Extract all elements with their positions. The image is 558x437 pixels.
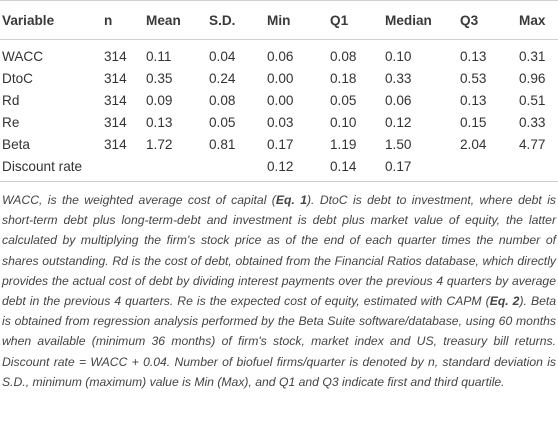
table-row: Rd 314 0.09 0.08 0.00 0.05 0.06 0.13 0.5… — [0, 89, 558, 111]
cell-q3 — [460, 155, 519, 182]
cell-median: 0.12 — [385, 114, 412, 130]
cell-n: 314 — [104, 136, 127, 152]
cell-variable: Re — [2, 114, 20, 130]
cell-variable: DtoC — [2, 70, 33, 86]
table-row: DtoC 314 0.35 0.24 0.00 0.18 0.33 0.53 0… — [0, 67, 558, 89]
cell-sd: 0.08 — [209, 92, 236, 108]
cell-min: 0.17 — [267, 136, 294, 152]
header-q3: Q3 — [460, 0, 519, 40]
cell-q3: 0.53 — [460, 70, 487, 86]
cell-n: 314 — [104, 48, 127, 64]
cell-n: 314 — [104, 70, 127, 86]
cell-max: 0.96 — [519, 70, 546, 86]
header-max: Max — [519, 0, 558, 40]
cell-sd: 0.05 — [209, 114, 236, 130]
cell-min: 0.03 — [267, 114, 294, 130]
cell-q1: 0.10 — [330, 114, 357, 130]
cell-mean: 1.72 — [146, 136, 173, 152]
cell-min: 0.00 — [267, 92, 294, 108]
header-q1: Q1 — [330, 0, 385, 40]
cell-min: 0.06 — [267, 48, 294, 64]
cell-q1: 0.05 — [330, 92, 357, 108]
cell-mean: 0.13 — [146, 114, 173, 130]
cell-median: 0.10 — [385, 48, 412, 64]
equation-2-link[interactable]: Eq. 2 — [489, 294, 520, 309]
cell-mean — [146, 155, 209, 182]
cell-median: 0.33 — [385, 70, 412, 86]
table-body: WACC 314 0.11 0.04 0.06 0.08 0.10 0.13 0… — [0, 40, 558, 182]
cell-mean: 0.11 — [146, 48, 172, 64]
cell-median: 1.50 — [385, 136, 412, 152]
table-row: Beta 314 1.72 0.81 0.17 1.19 1.50 2.04 4… — [0, 133, 558, 155]
footnote-text: ). Beta is obtained from regression anal… — [2, 294, 557, 389]
cell-q1: 0.14 — [330, 155, 385, 182]
equation-1-link[interactable]: Eq. 1 — [275, 193, 307, 207]
table-footnote: WACC, is the weighted average cost of ca… — [0, 182, 558, 392]
cell-q1: 0.08 — [330, 48, 357, 64]
header-mean: Mean — [146, 0, 209, 40]
cell-sd: 0.81 — [209, 136, 236, 152]
footnote-text: ). DtoC is debt to investment, where deb… — [2, 193, 556, 309]
cell-sd: 0.04 — [209, 48, 236, 64]
cell-q1: 0.18 — [330, 70, 357, 86]
footnote-text: WACC, is the weighted average cost of ca… — [2, 193, 276, 207]
cell-q1: 1.19 — [330, 136, 357, 152]
cell-max: 0.33 — [519, 114, 546, 130]
cell-mean: 0.35 — [146, 70, 173, 86]
table-row: WACC 314 0.11 0.04 0.06 0.08 0.10 0.13 0… — [0, 40, 558, 68]
cell-n: 314 — [104, 114, 127, 130]
summary-statistics-table: Variable n Mean S.D. Min Q1 Median Q3 Ma… — [0, 0, 558, 182]
table-container: Variable n Mean S.D. Min Q1 Median Q3 Ma… — [0, 0, 558, 392]
cell-median: 0.17 — [385, 155, 460, 182]
header-min: Min — [267, 0, 330, 40]
cell-min: 0.12 — [267, 155, 330, 182]
cell-max: 4.77 — [519, 136, 546, 152]
cell-n — [104, 155, 146, 182]
cell-max: 0.51 — [519, 92, 546, 108]
cell-sd — [209, 155, 267, 182]
header-variable: Variable — [0, 0, 104, 40]
cell-sd: 0.24 — [209, 70, 236, 86]
cell-max — [519, 155, 558, 182]
table-row: Discount rate 0.12 0.14 0.17 — [0, 155, 558, 182]
header-sd: S.D. — [209, 0, 267, 40]
table-header: Variable n Mean S.D. Min Q1 Median Q3 Ma… — [0, 0, 558, 40]
header-median: Median — [385, 0, 460, 40]
cell-q3: 2.04 — [460, 136, 487, 152]
cell-variable: Rd — [2, 92, 20, 108]
cell-median: 0.06 — [385, 92, 412, 108]
cell-n: 314 — [104, 92, 127, 108]
cell-q3: 0.15 — [460, 114, 487, 130]
cell-mean: 0.09 — [146, 92, 173, 108]
cell-min: 0.00 — [267, 70, 294, 86]
cell-variable: Beta — [2, 136, 30, 152]
header-row: Variable n Mean S.D. Min Q1 Median Q3 Ma… — [0, 0, 558, 40]
table-row: Re 314 0.13 0.05 0.03 0.10 0.12 0.15 0.3… — [0, 111, 558, 133]
cell-variable: WACC — [2, 48, 44, 64]
cell-q3: 0.13 — [460, 92, 487, 108]
header-n: n — [104, 0, 146, 40]
cell-max: 0.31 — [519, 48, 546, 64]
cell-variable: Discount rate — [0, 155, 104, 182]
cell-q3: 0.13 — [460, 48, 487, 64]
